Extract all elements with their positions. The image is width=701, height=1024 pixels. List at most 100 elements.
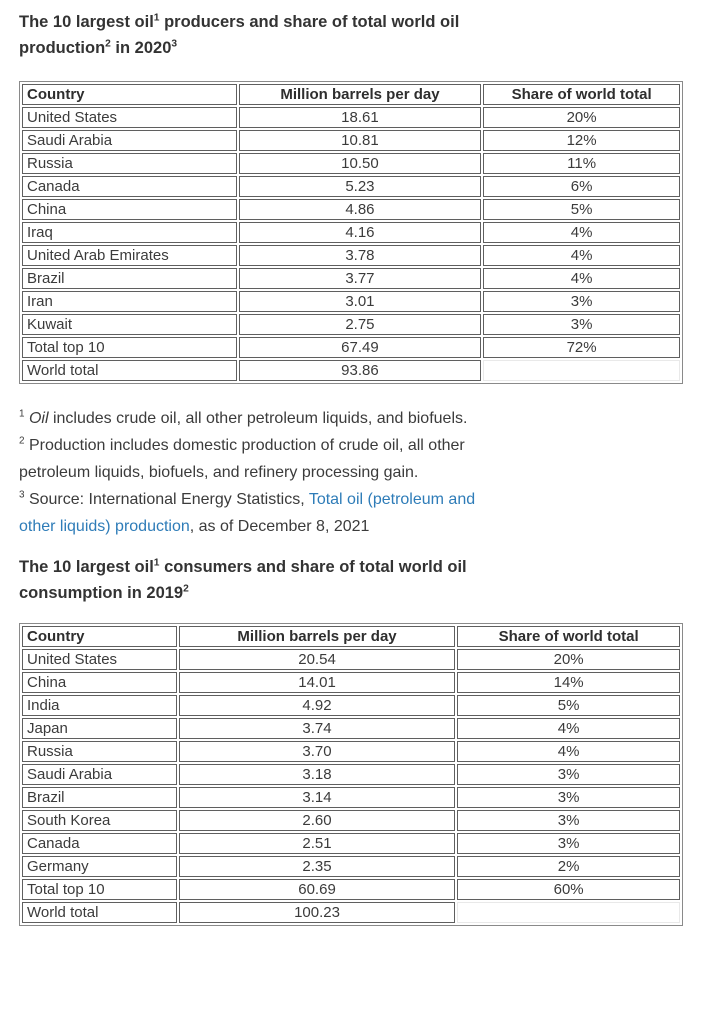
- header-row: Country Million barrels per day Share of w…: [22, 84, 680, 105]
- footnote-number: 2: [19, 435, 25, 447]
- barrels-cell: 93.86: [238, 360, 482, 381]
- footnote-2: 2 Production includes domestic productio…: [19, 432, 499, 486]
- footnote-text: includes crude oil, all other petroleum …: [48, 410, 468, 427]
- barrels-cell: 3.01: [238, 291, 482, 312]
- barrels-cell: 2.60: [178, 810, 456, 831]
- country-cell: Brazil: [22, 787, 177, 808]
- table-row: Russia 3.70 4%: [22, 741, 680, 762]
- table-row: United Arab Emirates 3.78 4%: [22, 245, 680, 266]
- column-header: Country: [22, 84, 237, 105]
- country-cell: South Korea: [22, 810, 177, 831]
- country-cell: Russia: [22, 741, 177, 762]
- barrels-cell: 67.49: [238, 337, 482, 358]
- footnote-marker: 2: [183, 583, 189, 595]
- share-cell: 4%: [457, 718, 680, 739]
- country-cell: United States: [22, 107, 237, 128]
- table-row: Brazil 3.14 3%: [22, 787, 680, 808]
- share-cell: 20%: [457, 649, 680, 670]
- table-row: South Korea 2.60 3%: [22, 810, 680, 831]
- consumers-table: Country Million barrels per day Share of w…: [19, 623, 683, 926]
- table-row: Iraq 4.16 4%: [22, 222, 680, 243]
- share-cell: 60%: [457, 879, 680, 900]
- barrels-cell: 10.81: [238, 130, 482, 151]
- table-row: Saudi Arabia 10.81 12%: [22, 130, 680, 151]
- table-row: World total 100.23: [22, 902, 680, 923]
- table-row: Japan 3.74 4%: [22, 718, 680, 739]
- table-row: United States 18.61 20%: [22, 107, 680, 128]
- share-cell: 3%: [457, 810, 680, 831]
- share-cell: 3%: [457, 764, 680, 785]
- barrels-cell: 3.77: [238, 268, 482, 289]
- share-cell: 3%: [457, 787, 680, 808]
- barrels-cell: 14.01: [178, 672, 456, 693]
- share-cell: 2%: [457, 856, 680, 877]
- table-row: World total 93.86: [22, 360, 680, 381]
- country-cell: Saudi Arabia: [22, 130, 237, 151]
- column-header: Country: [22, 626, 177, 647]
- column-header: Million barrels per day: [238, 84, 482, 105]
- country-cell: United States: [22, 649, 177, 670]
- table-row: Kuwait 2.75 3%: [22, 314, 680, 335]
- share-cell: 11%: [483, 153, 680, 174]
- country-cell: Total top 10: [22, 879, 177, 900]
- table-row: Russia 10.50 11%: [22, 153, 680, 174]
- table-row: China 4.86 5%: [22, 199, 680, 220]
- producers-table: Country Million barrels per day Share of w…: [19, 81, 683, 384]
- share-cell: [457, 902, 680, 923]
- consumers-heading: The 10 largest oil1 consumers and share …: [19, 554, 499, 606]
- barrels-cell: 3.78: [238, 245, 482, 266]
- country-cell: Saudi Arabia: [22, 764, 177, 785]
- barrels-cell: 3.14: [178, 787, 456, 808]
- barrels-cell: 4.86: [238, 199, 482, 220]
- footnote-number: 3: [19, 489, 25, 501]
- barrels-cell: 18.61: [238, 107, 482, 128]
- footnote-text: Production includes domestic production …: [19, 437, 465, 481]
- heading-text: The 10 largest oil: [19, 13, 154, 31]
- table-row: Total top 10 67.49 72%: [22, 337, 680, 358]
- share-cell: 14%: [457, 672, 680, 693]
- country-cell: Japan: [22, 718, 177, 739]
- column-header: Million barrels per day: [178, 626, 456, 647]
- page-content: The 10 largest oil1 producers and share …: [19, 12, 683, 926]
- barrels-cell: 3.70: [178, 741, 456, 762]
- country-cell: Total top 10: [22, 337, 237, 358]
- barrels-cell: 3.74: [178, 718, 456, 739]
- heading-text: The 10 largest oil: [19, 558, 154, 576]
- footnote-marker: 1: [153, 557, 160, 569]
- share-cell: 5%: [457, 695, 680, 716]
- table-row: Canada 2.51 3%: [22, 833, 680, 854]
- share-cell: 72%: [483, 337, 680, 358]
- share-cell: 4%: [483, 222, 680, 243]
- share-cell: 20%: [483, 107, 680, 128]
- barrels-cell: 5.23: [238, 176, 482, 197]
- total-oil-production-link[interactable]: Total oil (petroleum and other liquids) …: [19, 491, 476, 535]
- share-cell: 4%: [457, 741, 680, 762]
- heading-text: consumers and share of total world oil c…: [19, 558, 467, 602]
- country-cell: Germany: [22, 856, 177, 877]
- table-row: Germany 2.35 2%: [22, 856, 680, 877]
- column-header: Share of world total: [457, 626, 680, 647]
- footnote-text: Source: International Energy Statistics,: [24, 491, 309, 508]
- column-header: Share of world total: [483, 84, 680, 105]
- country-cell: China: [22, 672, 177, 693]
- country-cell: World total: [22, 902, 177, 923]
- country-cell: Canada: [22, 833, 177, 854]
- share-cell: 5%: [483, 199, 680, 220]
- footnote-marker: 3: [171, 38, 178, 50]
- share-cell: 4%: [483, 245, 680, 266]
- barrels-cell: 3.18: [178, 764, 456, 785]
- country-cell: United Arab Emirates: [22, 245, 237, 266]
- table-row: China 14.01 14%: [22, 672, 680, 693]
- barrels-cell: 2.75: [238, 314, 482, 335]
- share-cell: 4%: [483, 268, 680, 289]
- footnote-marker: 1: [153, 12, 160, 24]
- barrels-cell: 60.69: [178, 879, 456, 900]
- share-cell: 3%: [483, 291, 680, 312]
- share-cell: 12%: [483, 130, 680, 151]
- barrels-cell: 2.51: [178, 833, 456, 854]
- heading-text: in 2020: [110, 39, 172, 57]
- country-cell: Kuwait: [22, 314, 237, 335]
- footnote-1: 1 Oil includes crude oil, all other petr…: [19, 405, 499, 432]
- barrels-cell: 20.54: [178, 649, 456, 670]
- country-cell: Iraq: [22, 222, 237, 243]
